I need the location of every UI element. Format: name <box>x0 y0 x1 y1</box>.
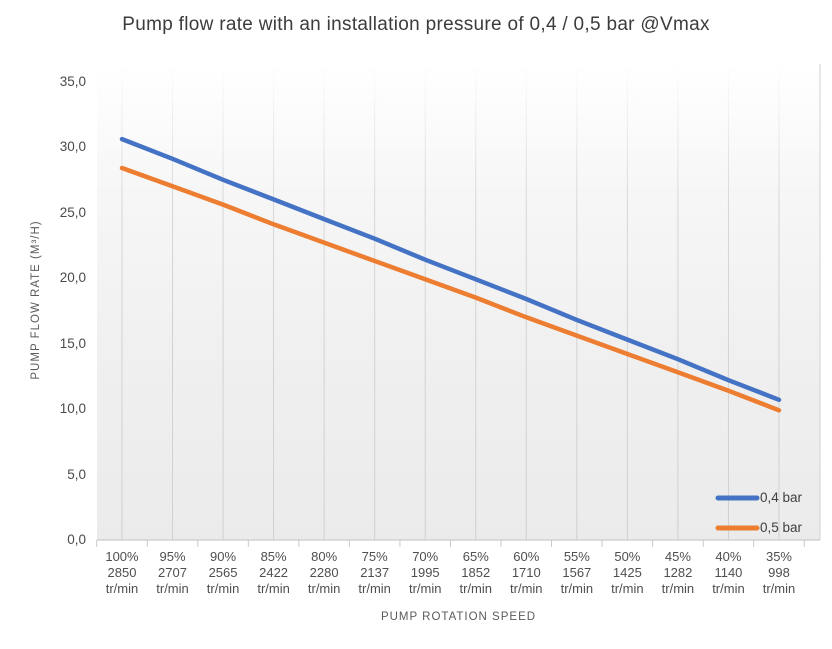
y-tick-label: 10,0 <box>59 401 86 416</box>
y-tick-label: 15,0 <box>59 335 86 351</box>
x-category-label: 50% 1425 tr/min <box>601 549 653 597</box>
x-category-label-line: 2280 <box>309 565 339 580</box>
series-line-04bar <box>119 136 782 403</box>
x-category-label: 100% 2850 tr/min <box>96 549 148 597</box>
x-category-label-line: tr/min <box>560 581 594 596</box>
x-category-label: 45% 1282 tr/min <box>652 549 704 597</box>
x-category-label-line: 2707 <box>158 565 187 580</box>
y-axis-title: PUMP FLOW RATE (M³/H) <box>30 220 42 380</box>
legend-label-04bar: 0,4 bar <box>760 490 803 505</box>
x-category-label-line: tr/min <box>762 581 796 596</box>
x-category-label-line: 2137 <box>360 565 390 580</box>
data-series-lines <box>119 136 782 413</box>
x-category-label: 65% 1852 tr/min <box>450 549 502 597</box>
x-category-label-line: tr/min <box>307 581 341 596</box>
x-category-label: 70% 1995 tr/min <box>399 549 451 597</box>
x-category-label-line: tr/min <box>156 581 189 596</box>
x-category-label-line: 1567 <box>562 565 592 580</box>
x-axis-tick-marks <box>96 540 805 547</box>
y-tick-label: 0,0 <box>67 532 86 547</box>
y-tick-label: 20,0 <box>59 270 86 285</box>
vertical-gridlines <box>121 66 780 540</box>
x-category-label-line: tr/min <box>358 581 391 596</box>
chart-title: Pump flow rate with an installation pres… <box>122 14 710 35</box>
x-category-label-line: tr/min <box>408 581 442 596</box>
x-axis-title: PUMP ROTATION SPEED <box>380 611 537 623</box>
series-line-05bar <box>119 165 782 413</box>
x-category-label-line: 1710 <box>511 565 541 580</box>
x-category-label: 75% 2137 tr/min <box>349 549 401 597</box>
x-category-label-line: tr/min <box>257 581 290 596</box>
x-category-label-line: 1282 <box>663 565 693 580</box>
x-category-label-line: tr/min <box>206 581 240 596</box>
legend-label-05bar: 0,5 bar <box>760 520 803 535</box>
y-tick-label: 5,0 <box>67 466 86 482</box>
x-category-label-line: 1425 <box>612 565 642 580</box>
x-category-label-line: 998 <box>768 565 790 580</box>
x-category-label-line: tr/min <box>105 581 139 596</box>
x-category-label: 95% 2707 tr/min <box>147 549 199 597</box>
x-category-label: 40% 1140 tr/min <box>702 549 754 597</box>
y-tick-label: 35,0 <box>59 73 86 89</box>
x-category-label: 35% 998 tr/min <box>753 549 805 597</box>
x-category-label-line: 1852 <box>461 565 491 580</box>
x-category-label: 55% 1567 tr/min <box>551 549 603 597</box>
x-category-label-line: tr/min <box>712 581 745 596</box>
x-category-label-line: tr/min <box>510 581 543 596</box>
y-tick-label: 25,0 <box>59 204 86 220</box>
x-category-label-line: 2422 <box>259 565 289 580</box>
x-category-label-line: 1995 <box>410 565 440 580</box>
plot-background <box>97 64 820 540</box>
x-category-label: 80% 2280 tr/min <box>298 549 350 597</box>
x-category-label-line: tr/min <box>661 581 695 596</box>
x-category-label-line: 1140 <box>714 565 743 580</box>
x-category-label-line: tr/min <box>611 581 644 596</box>
x-category-label-line: 2565 <box>208 565 238 580</box>
x-category-label: 60% 1710 tr/min <box>500 549 552 597</box>
x-category-label: 85% 2422 tr/min <box>248 549 300 597</box>
x-category-label: 90% 2565 tr/min <box>197 549 249 597</box>
x-category-label-line: 2850 <box>107 565 137 580</box>
y-tick-label: 30,0 <box>59 139 86 154</box>
legend-line-swatches <box>715 495 760 531</box>
x-category-label-line: tr/min <box>459 581 493 596</box>
